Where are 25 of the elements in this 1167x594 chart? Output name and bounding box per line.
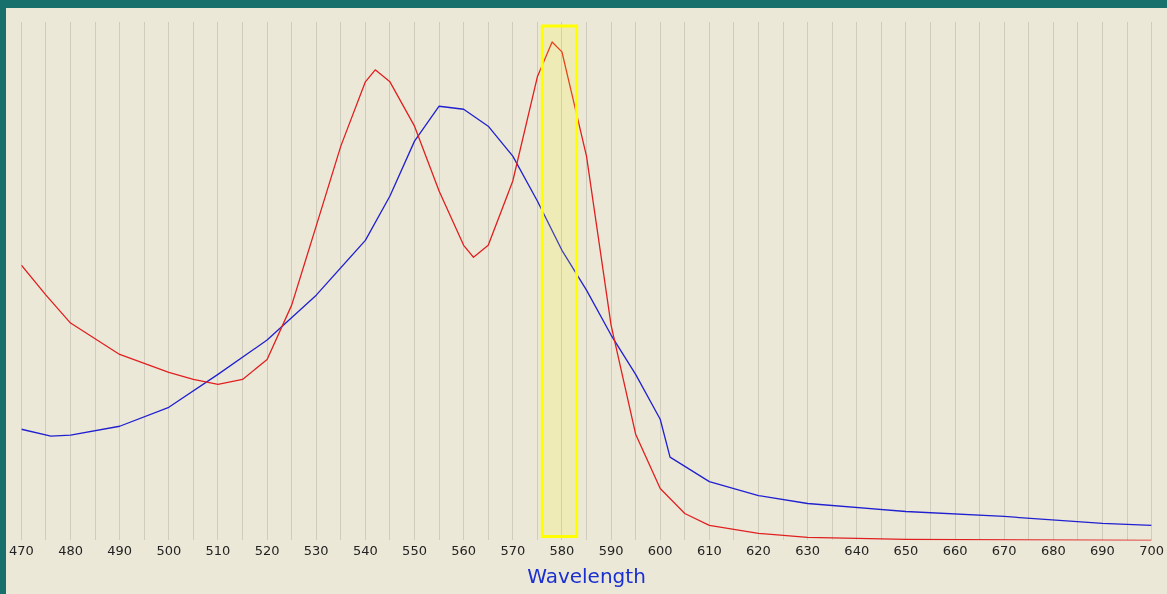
x-tick-label: 530 (303, 542, 329, 558)
x-tick-label: 660 (942, 542, 968, 558)
x-tick-label: 590 (598, 542, 624, 558)
x-tick-label: 680 (1040, 542, 1066, 558)
x-tick-label: 540 (352, 542, 378, 558)
x-tick-label: 640 (844, 542, 870, 558)
x-tick-label: 520 (254, 542, 280, 558)
x-tick-label: 670 (991, 542, 1017, 558)
x-tick-label: 570 (500, 542, 526, 558)
x-tick-label: 510 (205, 542, 231, 558)
x-tick-label: 650 (893, 542, 919, 558)
x-tick-label: 560 (451, 542, 477, 558)
x-tick-label: 550 (402, 542, 427, 558)
x-tick-label: 480 (58, 542, 83, 558)
x-tick-label: 610 (696, 542, 722, 558)
x-tick-label: 630 (795, 542, 821, 558)
x-tick-label: 470 (8, 542, 34, 558)
x-tick-label: 600 (647, 542, 673, 558)
x-tick-label: 690 (1090, 542, 1115, 558)
x-tick-label: 500 (156, 542, 182, 558)
x-tick-label: 700 (1139, 542, 1165, 558)
x-tick-label: 490 (107, 542, 133, 558)
x-axis-title: Wavelength (527, 564, 646, 589)
x-tick-label: 580 (549, 542, 575, 558)
x-tick-label: 620 (746, 542, 771, 558)
